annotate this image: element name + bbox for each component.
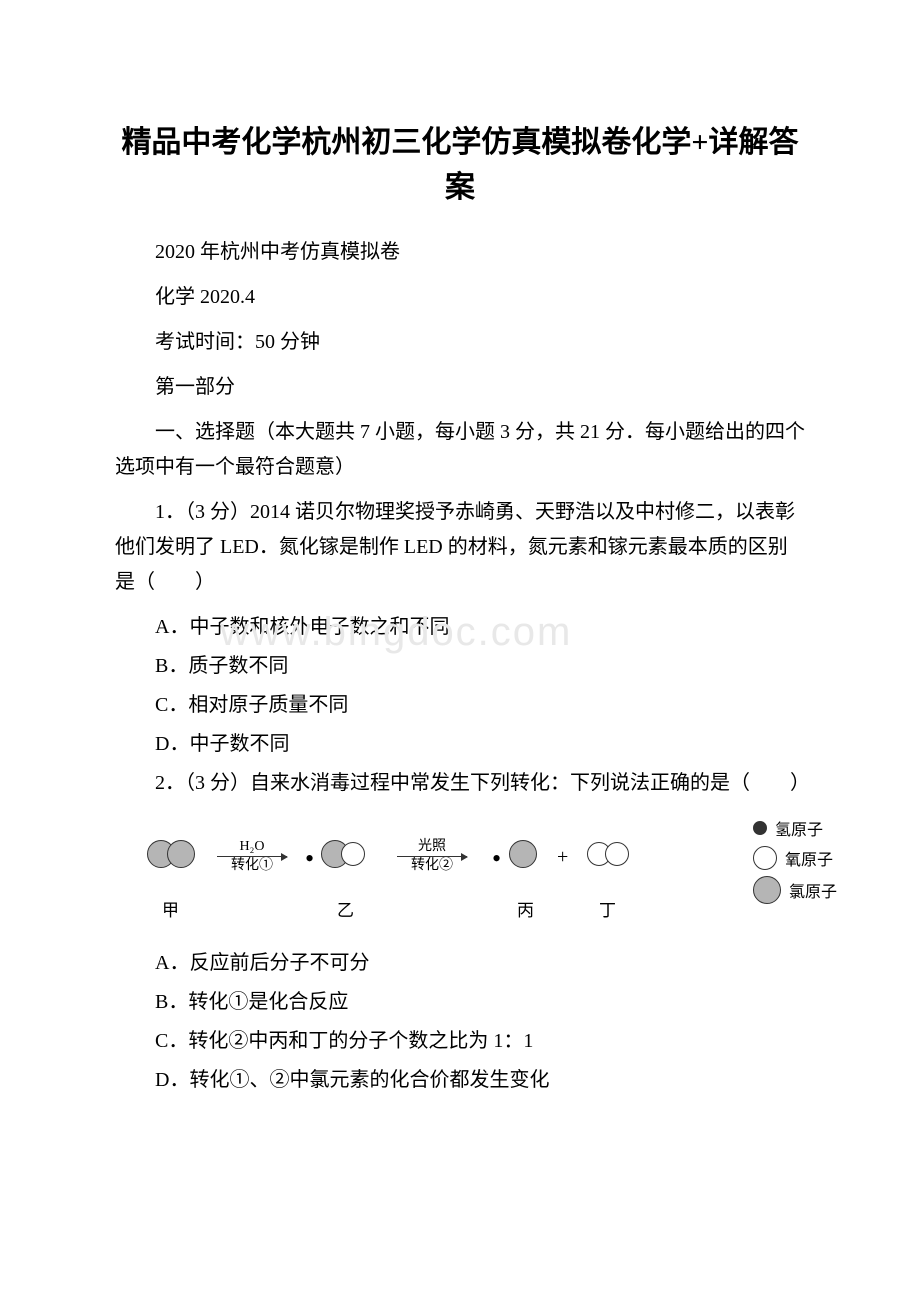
label-bing: 丙 (517, 896, 534, 921)
arrow2-bottom-label: 转化② (397, 857, 467, 875)
dot-icon: • (305, 844, 314, 874)
q2-option-d: D．转化①、②中氯元素的化合价都发生变化 (115, 1063, 805, 1098)
q2-option-c: C．转化②中丙和丁的分子个数之比为 1：1 (115, 1024, 805, 1059)
legend-row-o: 氧原子 (753, 846, 837, 870)
chlorine-atom-icon (167, 840, 195, 868)
q1-option-c: C．相对原子质量不同 (115, 688, 805, 723)
duration: 考试时间：50 分钟 (115, 325, 805, 360)
molecule-yi (321, 840, 365, 868)
legend-o-label: 氧原子 (785, 846, 833, 870)
q2-option-a: A．反应前后分子不可分 (115, 946, 805, 981)
document-title: 精品中考化学杭州初三化学仿真模拟卷化学+详解答案 (115, 120, 805, 210)
arrow-1: H₂O 转化① (217, 838, 287, 875)
subject-date: 化学 2020.4 (115, 280, 805, 315)
molecule-bing (509, 840, 537, 868)
diagram-legend: 氢原子 氧原子 氯原子 (753, 816, 837, 910)
legend-h-label: 氢原子 (775, 816, 823, 840)
oxygen-atom-icon (341, 842, 365, 866)
molecule-ding (587, 842, 629, 866)
label-jia: 甲 (162, 896, 179, 921)
part-label: 第一部分 (115, 370, 805, 405)
label-ding: 丁 (599, 896, 616, 921)
hydrogen-atom-icon (753, 821, 767, 835)
plus-icon: + (557, 846, 568, 869)
q2-stem: 2．（3 分）自来水消毒过程中常发生下列转化：下列说法正确的是（ ） (115, 766, 805, 801)
arrow2-top-label: 光照 (397, 838, 467, 856)
chlorine-atom-icon (509, 840, 537, 868)
oxygen-atom-icon (605, 842, 629, 866)
arrow1-bottom-label: 转化① (217, 857, 287, 875)
exam-name: 2020 年杭州中考仿真模拟卷 (115, 235, 805, 270)
legend-row-h: 氢原子 (753, 816, 837, 840)
q2-option-b: B．转化①是化合反应 (115, 985, 805, 1020)
q1-stem: 1．（3 分）2014 诺贝尔物理奖授予赤崎勇、天野浩以及中村修二，以表彰他们发… (115, 495, 805, 600)
arrow-2: 光照 转化② (397, 838, 467, 875)
dot-icon: • (492, 844, 501, 874)
arrow-line-icon (217, 856, 287, 857)
legend-row-cl: 氯原子 (753, 876, 837, 904)
molecule-jia (147, 840, 195, 868)
q1-option-b: B．质子数不同 (115, 649, 805, 684)
section-heading: 一、选择题（本大题共 7 小题，每小题 3 分，共 21 分．每小题给出的四个选… (115, 415, 805, 485)
label-yi: 乙 (337, 896, 354, 921)
arrow1-top-label: H₂O (217, 838, 287, 856)
q1-option-d: D．中子数不同 (115, 727, 805, 762)
chlorine-atom-icon (753, 876, 781, 904)
legend-cl-label: 氯原子 (789, 878, 837, 902)
oxygen-atom-icon (753, 846, 777, 870)
arrow-line-icon (397, 856, 467, 857)
reaction-diagram: H₂O 转化① • 光照 转化② • + 甲 乙 丙 丁 氢原子 氧原子 (147, 816, 837, 931)
q1-option-a: A．中子数和核外电子数之和不同 (115, 610, 805, 645)
